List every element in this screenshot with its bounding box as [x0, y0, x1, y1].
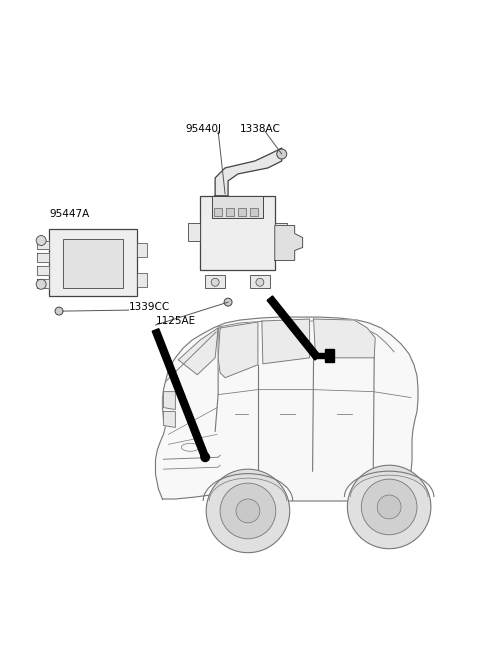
- Text: 1338AC: 1338AC: [240, 124, 281, 134]
- Polygon shape: [164, 392, 175, 409]
- Polygon shape: [37, 266, 49, 276]
- Bar: [137, 243, 146, 257]
- Bar: [250, 208, 258, 216]
- Polygon shape: [152, 329, 208, 459]
- Polygon shape: [164, 411, 175, 428]
- Circle shape: [36, 279, 46, 289]
- Circle shape: [36, 236, 46, 245]
- Bar: [214, 208, 222, 216]
- Circle shape: [236, 499, 260, 523]
- Bar: [188, 222, 200, 241]
- Text: 1339CC: 1339CC: [129, 302, 170, 312]
- Circle shape: [220, 483, 276, 539]
- Polygon shape: [215, 148, 282, 195]
- Polygon shape: [312, 349, 335, 362]
- Circle shape: [200, 452, 210, 462]
- Circle shape: [211, 278, 219, 286]
- Polygon shape: [37, 279, 49, 288]
- Circle shape: [348, 465, 431, 548]
- Text: 1125AE: 1125AE: [156, 316, 196, 326]
- Bar: [205, 276, 225, 288]
- Polygon shape: [267, 296, 320, 360]
- Bar: [49, 228, 137, 297]
- Bar: [238, 208, 246, 216]
- Bar: [275, 222, 287, 241]
- Bar: [200, 195, 275, 270]
- Bar: [63, 239, 123, 288]
- Polygon shape: [179, 328, 218, 375]
- Circle shape: [377, 495, 401, 519]
- Circle shape: [224, 298, 232, 306]
- Circle shape: [55, 307, 63, 315]
- Polygon shape: [218, 322, 258, 378]
- Circle shape: [206, 469, 290, 553]
- Bar: [137, 274, 146, 287]
- Polygon shape: [262, 319, 310, 364]
- Text: 95440J: 95440J: [185, 124, 221, 134]
- Text: 95447A: 95447A: [49, 209, 89, 218]
- Circle shape: [277, 149, 287, 159]
- Polygon shape: [37, 241, 49, 249]
- Circle shape: [361, 479, 417, 535]
- Polygon shape: [313, 319, 375, 358]
- Polygon shape: [275, 226, 302, 260]
- Circle shape: [256, 278, 264, 286]
- Bar: [212, 195, 263, 218]
- Bar: [250, 276, 270, 288]
- Polygon shape: [37, 253, 49, 262]
- Polygon shape: [156, 317, 418, 501]
- Bar: [226, 208, 234, 216]
